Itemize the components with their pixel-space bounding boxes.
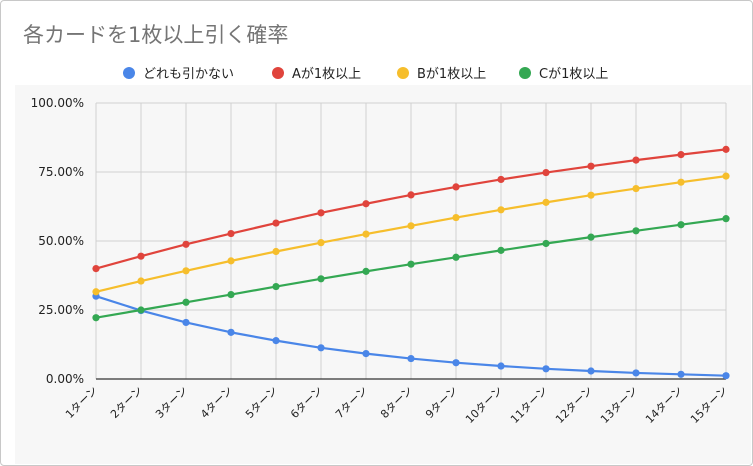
- data-point-s1-5: [272, 337, 280, 345]
- data-point-s4-7: [362, 267, 370, 275]
- data-point-s3-15: [722, 172, 730, 180]
- data-point-s4-6: [317, 275, 325, 283]
- data-point-s1-10: [497, 362, 505, 370]
- data-point-s2-14: [677, 151, 685, 159]
- data-point-s1-3: [182, 318, 190, 327]
- data-point-s1-7: [362, 350, 370, 358]
- data-point-s2-9: [452, 183, 460, 191]
- data-point-s1-15: [722, 372, 730, 380]
- y-tick-label: 50.00%: [38, 234, 84, 248]
- data-point-s4-8: [407, 260, 415, 268]
- y-axis-ticks: 0.00% 25.00% 50.00% 75.00% 100.00%: [31, 96, 84, 386]
- y-tick-label: 25.00%: [38, 303, 84, 317]
- data-point-s3-8: [407, 222, 415, 230]
- data-point-s1-8: [407, 354, 415, 363]
- data-point-s3-4: [227, 257, 235, 265]
- data-point-s4-10: [497, 246, 505, 254]
- data-point-s4-13: [632, 227, 640, 235]
- data-point-s2-7: [362, 200, 370, 208]
- data-point-s3-9: [452, 213, 460, 222]
- data-point-s2-8: [407, 191, 415, 199]
- series-group: [92, 145, 730, 380]
- data-point-s1-6: [317, 344, 325, 352]
- data-point-s3-12: [587, 191, 595, 199]
- data-point-s2-5: [272, 219, 280, 227]
- data-point-s4-14: [677, 221, 685, 229]
- data-point-s1-4: [227, 328, 235, 336]
- data-point-s1-11: [542, 365, 550, 373]
- data-point-s4-3: [182, 298, 190, 306]
- data-point-s2-1: [92, 265, 100, 273]
- y-tick-label: 75.00%: [38, 165, 84, 179]
- data-point-s2-11: [542, 168, 550, 177]
- data-point-s3-11: [542, 198, 550, 206]
- plot-background: [15, 85, 751, 464]
- legend-marker-1: [123, 67, 135, 79]
- data-point-s2-15: [722, 145, 730, 153]
- data-point-s2-10: [497, 175, 505, 184]
- data-point-s3-6: [317, 239, 325, 247]
- data-point-s3-13: [632, 184, 640, 193]
- legend-marker-3: [397, 67, 409, 79]
- y-tick-label: 0.00%: [46, 372, 84, 386]
- data-point-s4-5: [272, 282, 280, 291]
- data-point-s3-5: [272, 247, 280, 256]
- legend: どれも引かない Aが1枚以上 Bが1枚以上 Cが1枚以上: [123, 67, 608, 82]
- data-point-s4-15: [722, 215, 730, 223]
- data-point-s2-4: [227, 229, 235, 238]
- data-point-s2-13: [632, 156, 640, 164]
- data-point-s1-9: [452, 359, 460, 367]
- data-point-s3-14: [677, 178, 685, 186]
- legend-marker-4: [519, 67, 531, 79]
- data-point-s1-12: [587, 367, 595, 375]
- data-point-s3-7: [362, 230, 370, 238]
- legend-label-1: どれも引かない: [143, 67, 234, 82]
- data-point-s4-2: [137, 306, 145, 314]
- chart-title: 各カードを1枚以上引く確率: [23, 23, 288, 47]
- data-point-s3-2: [137, 277, 145, 285]
- legend-label-2: Aが1枚以上: [292, 67, 361, 82]
- y-tick-label: 100.00%: [31, 96, 84, 110]
- data-point-s2-3: [182, 240, 190, 248]
- data-point-s2-6: [317, 209, 325, 217]
- data-point-s4-4: [227, 290, 235, 299]
- data-point-s4-11: [542, 239, 550, 248]
- legend-label-3: Bが1枚以上: [417, 67, 486, 82]
- data-point-s2-2: [137, 252, 145, 260]
- data-point-s3-3: [182, 267, 190, 275]
- legend-marker-2: [272, 67, 284, 79]
- data-point-s2-12: [587, 162, 595, 170]
- data-point-s3-10: [497, 206, 505, 214]
- data-point-s1-13: [632, 369, 640, 377]
- data-point-s4-9: [452, 253, 460, 261]
- legend-label-4: Cが1枚以上: [539, 67, 608, 82]
- data-point-s4-12: [587, 233, 595, 241]
- data-point-s1-14: [677, 370, 685, 378]
- data-point-s4-1: [92, 314, 100, 322]
- data-point-s3-1: [92, 288, 100, 296]
